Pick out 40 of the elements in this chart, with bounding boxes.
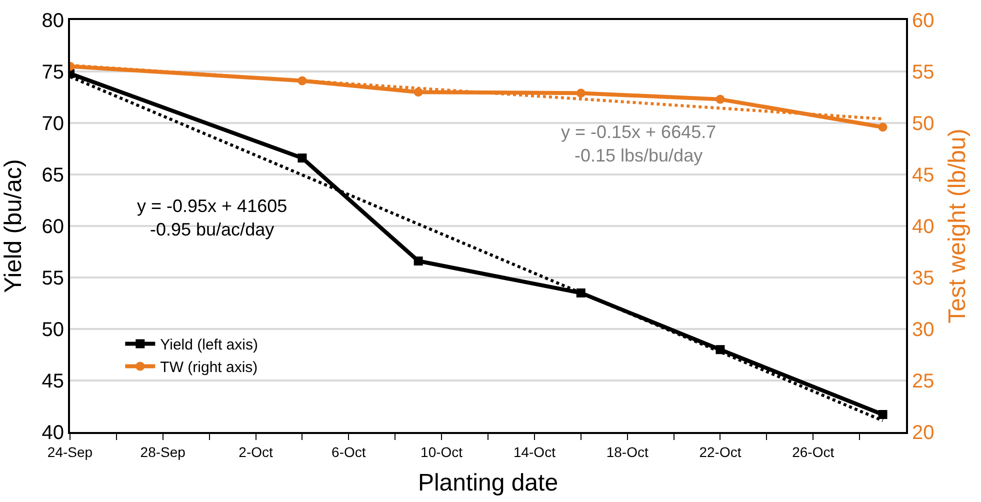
y2-tick-label: 35 [912,268,934,290]
x-tick-label: 14-Oct [513,444,556,460]
y-tick-label: 40 [42,422,64,444]
y2-tick-label: 25 [912,370,934,392]
x-tick-label: 6-Oct [332,444,366,460]
y-tick-label: 80 [42,10,64,32]
annotation: y = -0.95x + 41605 -0.95 bu/ac/day [137,196,288,240]
x-axis-title: Planting date [418,470,558,497]
y-tick-label: 70 [42,113,64,135]
y2-tick-label: 55 [912,62,934,84]
legend-label: Yield (left axis) [160,336,258,354]
y-axis-title: Yield (bu/ac) [0,159,27,293]
x-tick-label: 2-Oct [238,444,273,460]
x-tick-label: 24-Sep [47,444,93,460]
x-tick-label: 18-Oct [606,444,648,460]
y-tick-label: 60 [42,216,64,238]
y2-tick-label: 20 [912,422,934,444]
y-tick-label: 50 [42,319,64,341]
x-tick-label: 22-Oct [699,444,742,460]
y-tick-label: 55 [42,268,64,290]
y-tick-label: 75 [42,62,64,84]
y2-tick-label: 45 [912,164,934,186]
point [576,88,586,98]
y-tick-label: 45 [42,370,64,392]
y2-axis-title: Test weight (lb/bu) [944,128,972,324]
legend-label: TW (right axis) [160,359,258,376]
point [716,94,725,104]
point [414,256,423,266]
annotation: y = -0.15x + 6645.7 -0.15 lbs/bu/day [561,122,716,166]
y2-tick-label: 30 [912,319,934,341]
y2-tick-label: 50 [912,113,934,135]
y2-tick-label: 60 [912,10,934,32]
x-tick-label: 10-Oct [420,444,463,460]
y-tick-label: 65 [42,164,64,186]
point [878,410,888,419]
y2-tick-label: 40 [912,216,934,238]
x-tick-label: 26-Oct [792,444,834,460]
point [878,122,888,132]
point [298,154,307,163]
x-tick-label: 28-Sep [140,444,186,460]
